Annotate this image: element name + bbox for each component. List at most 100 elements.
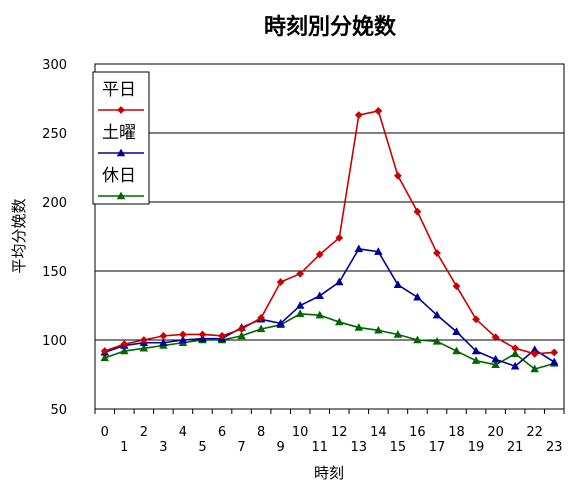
data-point — [257, 314, 266, 322]
data-point — [354, 111, 363, 119]
legend-marker — [117, 106, 125, 114]
data-point — [179, 330, 187, 339]
x-tick-label: 11 — [311, 440, 328, 455]
data-point — [237, 331, 246, 340]
data-point — [374, 107, 383, 115]
data-point — [256, 324, 266, 333]
data-point — [335, 233, 344, 242]
data-point — [550, 348, 559, 357]
data-point — [393, 330, 403, 338]
data-point — [139, 336, 148, 344]
data-point — [413, 292, 422, 301]
x-tick-label: 23 — [546, 440, 563, 455]
series-group — [100, 107, 559, 373]
y-tick-label: 200 — [42, 196, 67, 211]
data-point — [120, 340, 129, 349]
data-point — [530, 364, 539, 373]
x-tick-label: 12 — [331, 425, 348, 440]
data-point — [530, 349, 539, 358]
data-point — [374, 247, 383, 255]
y-tick-label: 150 — [42, 265, 67, 280]
data-point — [432, 336, 442, 345]
x-tick-label: 22 — [526, 425, 543, 440]
data-point — [237, 325, 246, 333]
data-point — [471, 356, 481, 364]
data-point — [354, 244, 364, 253]
x-tick-label: 21 — [507, 440, 524, 455]
x-tick-label: 18 — [448, 425, 465, 440]
x-tick-label: 2 — [140, 425, 148, 440]
data-point — [413, 335, 422, 344]
plot-area — [94, 63, 565, 414]
data-point — [100, 347, 109, 355]
legend-box — [92, 71, 150, 205]
x-axis-label: 時刻 — [314, 464, 344, 482]
x-tick-label: 5 — [198, 440, 206, 455]
x-tick-label: 8 — [257, 425, 265, 440]
x-tick-label: 20 — [487, 425, 504, 440]
x-tick-label: 16 — [409, 425, 426, 440]
data-point — [452, 346, 461, 355]
data-point — [354, 323, 364, 331]
series-0 — [100, 107, 559, 358]
data-point — [452, 327, 461, 335]
data-point — [315, 250, 324, 259]
data-point — [549, 357, 559, 366]
y-tick-label: 100 — [42, 334, 67, 349]
data-point — [276, 278, 285, 286]
data-point — [295, 309, 305, 317]
x-tick-label: 14 — [370, 425, 387, 440]
x-tick-label: 7 — [237, 440, 245, 455]
legend-marker — [116, 148, 126, 157]
data-point — [295, 301, 305, 309]
data-point — [491, 333, 500, 342]
data-point — [218, 331, 226, 340]
data-point — [159, 338, 168, 346]
legend-marker — [116, 191, 126, 200]
data-point — [315, 310, 324, 319]
x-tick-label: 10 — [292, 425, 309, 440]
data-point — [100, 353, 110, 362]
data-point — [510, 361, 520, 370]
data-point — [374, 325, 383, 334]
data-point — [120, 346, 129, 355]
y-axis-label: 平均分娩数 — [10, 198, 28, 273]
data-point — [491, 354, 500, 363]
plot-frame — [94, 63, 565, 410]
data-point — [198, 330, 207, 339]
data-point — [393, 280, 403, 289]
data-point — [159, 331, 168, 340]
data-point — [413, 207, 422, 216]
x-tick-label: 3 — [159, 440, 167, 455]
data-point — [432, 310, 442, 319]
data-point — [433, 249, 441, 257]
gridlines — [95, 132, 564, 341]
y-tick-label: 250 — [42, 127, 67, 142]
legend-label: 平日 — [102, 80, 136, 100]
data-point — [472, 315, 480, 324]
data-point — [276, 319, 285, 327]
x-ticks — [94, 409, 565, 414]
legend-label: 休日 — [102, 166, 136, 186]
x-tick-label: 6 — [218, 425, 226, 440]
data-point — [178, 335, 188, 344]
data-point — [335, 277, 344, 286]
series-line-1 — [104, 248, 555, 368]
x-tick-label: 15 — [390, 440, 407, 455]
data-point — [139, 343, 149, 352]
data-point — [315, 291, 324, 300]
data-point — [393, 171, 402, 180]
x-tick-label: 9 — [277, 440, 285, 455]
x-tick-label: 19 — [468, 440, 485, 455]
chart-title: 時刻別分娩数 — [264, 14, 397, 40]
y-tick-label: 50 — [50, 403, 67, 418]
data-point — [335, 317, 344, 326]
data-point — [510, 349, 520, 358]
data-point — [491, 360, 500, 369]
legend-label: 土曜 — [102, 123, 136, 143]
data-point — [511, 344, 520, 353]
data-point — [296, 269, 305, 278]
data-point — [471, 346, 481, 355]
x-tick-label: 1 — [120, 440, 128, 455]
